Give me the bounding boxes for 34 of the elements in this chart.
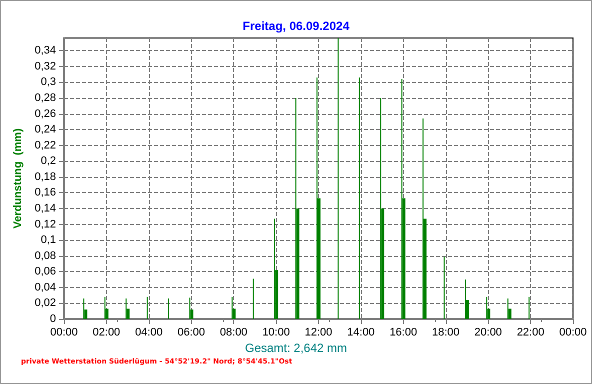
x-tick-label: 18:00	[432, 326, 460, 338]
y-tick-label: 0,34	[34, 44, 56, 57]
x-tick-label: 16:00	[390, 326, 418, 338]
x-tick-label: 20:00	[474, 326, 502, 338]
x-tick-label: 22:00	[516, 326, 544, 338]
x-tick-label: 00:00	[50, 326, 78, 338]
x-tick-label: 12:00	[304, 326, 332, 338]
y-tick-label: 0,28	[34, 92, 56, 104]
y-axis-title: Verdunstung (mm)	[12, 128, 24, 229]
y-tick-label: 0,24	[34, 124, 56, 136]
y-tick-label: 0,2	[40, 155, 56, 168]
y-tick-label: 0,22	[34, 139, 56, 152]
x-tick-label: 04:00	[135, 326, 163, 338]
y-tick-label: 0,12	[34, 218, 56, 230]
y-tick-label: 0,32	[34, 60, 56, 72]
y-tick-label: 0,04	[34, 281, 56, 294]
y-tick-label: 0,14	[34, 202, 56, 214]
x-tick-label: 14:00	[347, 326, 375, 338]
y-tick-label: 0,1	[40, 234, 56, 246]
y-tick-label: 0,18	[34, 170, 56, 183]
y-tick-label: 0,16	[34, 186, 56, 199]
x-tick-label: 02:00	[92, 326, 120, 338]
y-tick-label: 0,06	[34, 266, 56, 278]
y-tick-label: 0,02	[34, 297, 56, 310]
x-tick-label: 06:00	[177, 326, 206, 338]
y-tick-label: 0	[50, 313, 56, 325]
text: Gesamt: 2,642 mm	[244, 341, 348, 355]
x-tick-label: 10:00	[262, 326, 290, 338]
x-tick-label: 00:00	[559, 326, 587, 338]
y-tick-label: 0,08	[34, 250, 56, 262]
chart-title: Freitag, 06.09.2024	[242, 19, 350, 33]
y-tick-label: 0,26	[34, 108, 56, 120]
x-tick-label: 08:00	[220, 326, 248, 338]
y-tick-label: 0,3	[40, 76, 56, 88]
